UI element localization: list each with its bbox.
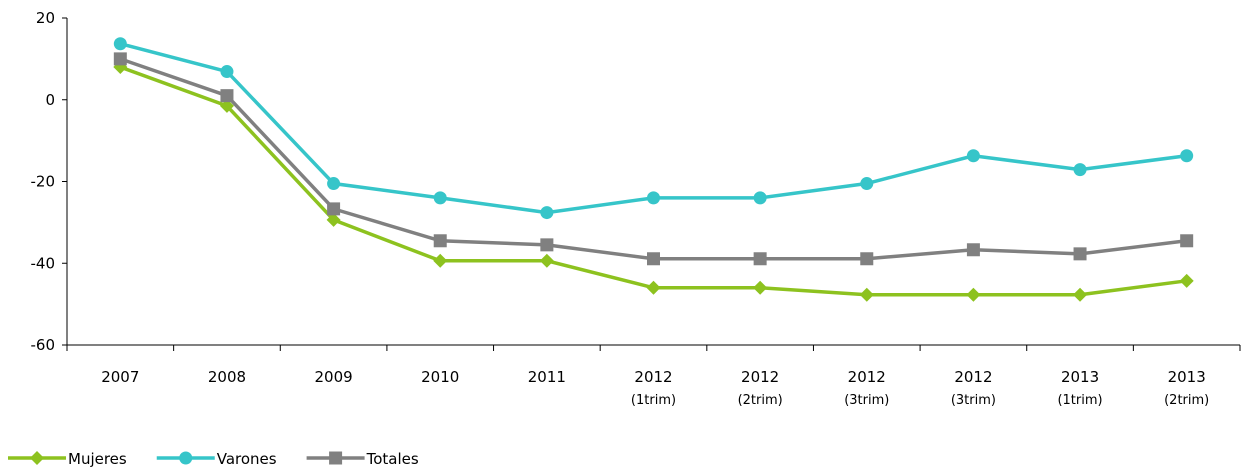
marker xyxy=(1179,273,1194,288)
series-line xyxy=(119,57,1187,261)
x-tick-label: 2012 (1trim) xyxy=(631,368,676,408)
y-tick-label: -40 xyxy=(31,254,56,272)
marker xyxy=(220,65,234,79)
marker xyxy=(1073,247,1087,261)
marker xyxy=(753,252,767,266)
marker xyxy=(113,37,127,51)
x-tick-label: 2007 xyxy=(101,368,139,386)
marker xyxy=(647,252,660,266)
marker xyxy=(329,451,343,465)
y-tick-label: -20 xyxy=(31,173,56,191)
marker xyxy=(539,253,554,268)
legend-label: Varones xyxy=(217,450,277,468)
y-tick-label: 0 xyxy=(45,91,55,109)
marker xyxy=(753,280,768,295)
x-tick-label: 2012 (2trim) xyxy=(738,368,783,408)
marker xyxy=(753,191,767,205)
marker xyxy=(113,52,127,66)
marker xyxy=(540,238,554,252)
marker xyxy=(859,287,874,302)
x-tick-label: 2013 (2trim) xyxy=(1164,368,1209,408)
marker xyxy=(433,234,447,248)
marker xyxy=(1073,163,1087,177)
marker xyxy=(540,206,554,220)
y-tick-label: -60 xyxy=(31,336,56,354)
marker xyxy=(220,89,234,103)
marker xyxy=(646,280,661,295)
marker xyxy=(966,149,980,163)
marker xyxy=(1180,149,1194,163)
marker xyxy=(860,252,874,266)
marker xyxy=(179,451,193,465)
series-line xyxy=(119,42,1187,215)
x-tick-label: 2011 xyxy=(528,368,566,386)
marker xyxy=(966,243,980,257)
marker xyxy=(647,191,660,205)
x-tick-label: 2009 xyxy=(314,368,352,386)
marker xyxy=(30,451,44,465)
marker xyxy=(327,202,341,216)
marker xyxy=(860,177,874,191)
marker xyxy=(1073,287,1088,302)
marker xyxy=(326,212,341,227)
marker xyxy=(966,287,981,302)
marker xyxy=(1180,234,1194,248)
marker xyxy=(327,177,341,191)
marker xyxy=(219,98,234,113)
legend-label: Totales xyxy=(366,450,419,468)
marker xyxy=(113,60,128,75)
x-tick-label: 2010 xyxy=(421,368,459,386)
y-tick-label: 20 xyxy=(36,9,55,27)
x-tick-label: 2012 (3trim) xyxy=(844,368,889,408)
marker xyxy=(433,253,448,268)
x-tick-label: 2008 xyxy=(208,368,246,386)
legend-label: Mujeres xyxy=(68,450,127,468)
marker xyxy=(433,191,447,205)
x-tick-label: 2013 (1trim) xyxy=(1057,368,1102,408)
x-tick-label: 2012 (3trim) xyxy=(951,368,996,408)
